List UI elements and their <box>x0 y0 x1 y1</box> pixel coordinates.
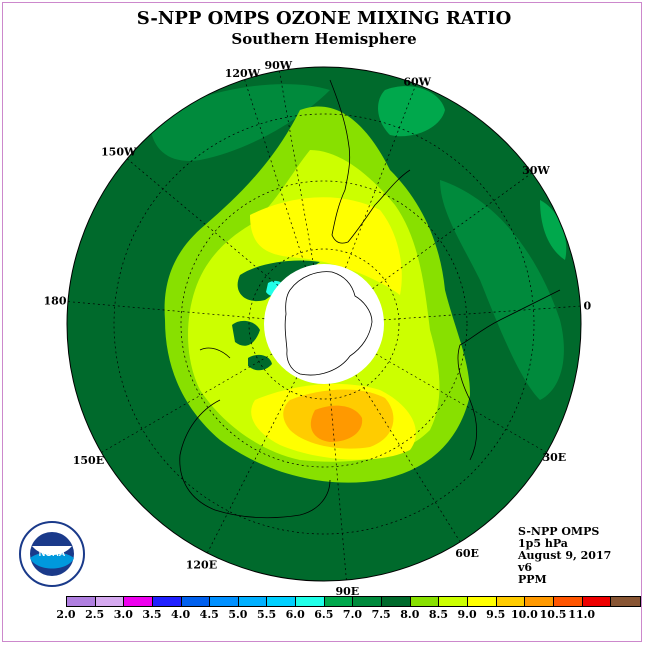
map-title: S-NPP OMPS OZONE MIXING RATIO <box>136 8 512 29</box>
colorbar-labels: 2.0 2.5 3.0 3.5 4.0 4.5 5.0 5.5 6.0 6.5 7.0 7.5 8.0 8… <box>0 608 648 622</box>
colorbar-cell-2 <box>124 597 153 606</box>
field-light-green-1 <box>378 86 445 137</box>
longitude-label-30E: 30E <box>543 451 567 464</box>
colorbar-cell-5 <box>210 597 239 606</box>
longitude-label-90E: 90E <box>336 585 360 598</box>
colorbar-label-3.5: 3.5 <box>142 608 162 621</box>
colorbar-cell-9 <box>324 597 354 606</box>
colorbar-label-9.0: 9.0 <box>457 608 477 621</box>
colorbar-label-9.5: 9.5 <box>486 608 506 621</box>
colorbar-label-6.5: 6.5 <box>314 608 334 621</box>
longitude-label-90W: 90W <box>264 59 292 72</box>
colorbar-cell-6 <box>238 597 268 606</box>
field-mid-green-1 <box>150 84 330 161</box>
colorbar <box>66 596 641 607</box>
coastline-south-america <box>329 79 411 244</box>
info-version: v6 <box>518 561 533 574</box>
longitude-label-0: 0 <box>584 300 592 313</box>
field-light-green-2 <box>540 200 567 260</box>
colorbar-label-6.0: 6.0 <box>285 608 305 621</box>
colorbar-label-3.0: 3.0 <box>113 608 133 621</box>
map-boundary <box>66 66 582 582</box>
field-green-inner-3 <box>248 354 272 371</box>
latitude-circle-3 <box>113 113 535 535</box>
colorbar-cell-1 <box>95 597 125 606</box>
longitude-label-180: 180 <box>44 294 67 307</box>
map-subtitle: Southern Hemisphere <box>231 30 417 48</box>
info-instrument: S-NPP OMPS <box>518 525 600 538</box>
colorbar-label-10.0: 10.0 <box>510 608 538 621</box>
colorbar-label-7.5: 7.5 <box>371 608 391 621</box>
colorbar-cell-0 <box>67 597 96 606</box>
colorbar-cell-12 <box>410 597 440 606</box>
colorbar-label-5.0: 5.0 <box>228 608 248 621</box>
polar-no-data-cap <box>264 264 384 384</box>
latitude-circle-1 <box>248 248 400 400</box>
colorbar-label-8.5: 8.5 <box>428 608 449 621</box>
colorbar-label-7.0: 7.0 <box>342 608 363 621</box>
longitude-labels: 90W 60W 30W 0 30E 60E 90E 120E 150E 180 150W 120W <box>44 59 592 598</box>
colorbar-cell-17 <box>553 597 583 606</box>
colorbar-cell-10 <box>353 597 383 606</box>
logo-gull <box>32 546 72 555</box>
colorbar-label-5.5: 5.5 <box>256 608 277 621</box>
colorbar-cell-15 <box>496 597 526 606</box>
colorbar-label-2.5: 2.5 <box>85 608 105 621</box>
logo-text: NOAA <box>39 548 66 558</box>
noaa-logo: NOAA <box>19 521 85 587</box>
colorbar-cell-11 <box>382 597 411 606</box>
info-panel: S-NPP OMPS 1p5 hPa August 9, 2017 v6 PPM <box>518 526 611 586</box>
field-orange <box>310 405 363 442</box>
image-frame <box>2 2 642 642</box>
colorbar-cell-14 <box>467 597 497 606</box>
colorbar-cell-7 <box>267 597 297 606</box>
colorbar-cell-13 <box>439 597 468 606</box>
longitude-label-60E: 60E <box>455 547 479 560</box>
longitude-label-120E: 120E <box>186 559 217 572</box>
field-green-inner-2 <box>232 320 260 346</box>
colorbar-label-8.0: 8.0 <box>400 608 420 621</box>
longitude-label-150E: 150E <box>73 454 104 467</box>
colorbar-cell-8 <box>296 597 325 606</box>
info-date: August 9, 2017 <box>518 549 612 562</box>
coastline-australia <box>179 399 331 519</box>
latitude-circle-2 <box>180 180 468 468</box>
info-units: PPM <box>518 573 547 586</box>
colorbar-label-10.5: 10.5 <box>539 608 567 621</box>
coastline-new-zealand <box>199 347 231 359</box>
colorbar-cell-18 <box>582 597 612 606</box>
antarctica-coastline <box>284 271 373 376</box>
colorbar-cell-4 <box>181 597 211 606</box>
colorbar-label-4.5: 4.5 <box>199 608 219 621</box>
graticule <box>67 70 581 581</box>
longitude-label-30W: 30W <box>522 164 550 177</box>
colorbar-cell-3 <box>152 597 182 606</box>
colorbar-cell-19 <box>611 597 640 606</box>
longitude-label-150W: 150W <box>101 146 137 159</box>
longitude-label-120W: 120W <box>225 67 261 80</box>
logo-wave <box>30 552 74 569</box>
colorbar-label-2.0: 2.0 <box>56 608 76 621</box>
info-level: 1p5 hPa <box>518 537 568 550</box>
field-yellow-1 <box>250 197 402 295</box>
colorbar-cell-16 <box>525 597 554 606</box>
colorbar-label-11.0: 11.0 <box>568 608 596 621</box>
longitude-label-60W: 60W <box>403 75 431 88</box>
colorbar-label-4.0: 4.0 <box>171 608 191 621</box>
